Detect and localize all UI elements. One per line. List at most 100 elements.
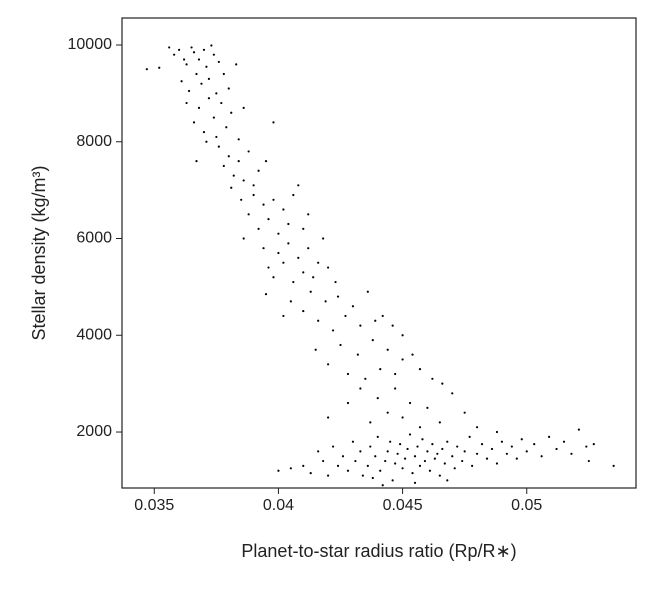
point — [344, 314, 347, 318]
point — [272, 198, 275, 201]
point — [252, 184, 255, 187]
point — [225, 126, 228, 129]
point — [257, 227, 260, 230]
point — [438, 474, 441, 477]
point — [612, 464, 615, 467]
point — [371, 476, 374, 480]
point — [197, 58, 201, 61]
point — [394, 387, 397, 390]
y-axis-label: Stellar density (kg/m³) — [29, 165, 49, 340]
point — [314, 348, 317, 351]
point — [324, 300, 327, 303]
point — [145, 68, 148, 71]
point — [463, 411, 466, 414]
point — [386, 348, 389, 351]
point — [374, 455, 377, 458]
point — [356, 353, 359, 356]
point — [230, 111, 233, 114]
point — [267, 266, 270, 269]
point — [562, 440, 566, 443]
point — [247, 150, 250, 153]
point — [195, 72, 198, 76]
point — [220, 101, 223, 105]
point — [391, 324, 394, 327]
point — [237, 160, 240, 163]
point — [346, 401, 350, 405]
point — [282, 261, 285, 264]
point — [401, 334, 404, 337]
point — [446, 479, 449, 482]
point — [438, 421, 441, 424]
point — [495, 462, 499, 465]
point — [326, 474, 330, 477]
point — [230, 186, 233, 189]
point — [272, 276, 275, 279]
point — [200, 82, 203, 85]
point — [232, 174, 235, 177]
point — [282, 208, 285, 211]
point — [374, 319, 377, 322]
point — [500, 440, 504, 443]
point — [252, 193, 255, 197]
point — [376, 397, 379, 400]
point — [205, 140, 208, 143]
point — [287, 242, 290, 245]
point — [431, 443, 434, 446]
point — [351, 305, 355, 308]
point — [394, 372, 397, 376]
point — [317, 319, 320, 322]
y-tick-label: 2000 — [76, 423, 112, 440]
point — [369, 445, 372, 448]
point — [277, 232, 280, 235]
point — [257, 169, 260, 172]
point — [331, 445, 335, 448]
point — [408, 433, 412, 436]
point — [262, 203, 265, 206]
point — [426, 406, 429, 409]
point — [215, 92, 218, 95]
point — [379, 368, 382, 371]
point — [480, 443, 484, 446]
point — [351, 440, 355, 443]
point — [190, 46, 193, 49]
point — [361, 474, 364, 477]
point — [317, 261, 320, 264]
point — [197, 106, 201, 109]
point — [297, 256, 300, 259]
point — [227, 87, 230, 90]
point — [289, 467, 292, 470]
point — [441, 382, 444, 385]
point — [411, 472, 414, 475]
point — [334, 280, 337, 284]
point — [413, 481, 417, 484]
point — [436, 452, 439, 455]
point — [381, 484, 384, 487]
plot-frame — [121, 17, 637, 489]
point — [215, 135, 218, 139]
point — [195, 160, 198, 163]
point — [210, 44, 213, 47]
point — [389, 440, 392, 443]
point — [475, 426, 479, 429]
point — [212, 116, 215, 119]
y-tick-label: 8000 — [76, 133, 112, 150]
point — [272, 121, 275, 124]
x-tick-label: 0.05 — [511, 497, 542, 514]
point — [222, 72, 225, 76]
point — [426, 450, 429, 453]
point — [322, 237, 325, 240]
point — [366, 464, 369, 467]
point — [309, 472, 312, 475]
point — [451, 392, 454, 395]
point — [421, 438, 424, 441]
point — [485, 457, 489, 460]
point — [242, 237, 245, 240]
point — [185, 63, 188, 66]
point — [277, 469, 280, 472]
point — [227, 155, 230, 158]
point — [401, 467, 404, 470]
point — [341, 455, 345, 458]
point — [312, 276, 315, 279]
